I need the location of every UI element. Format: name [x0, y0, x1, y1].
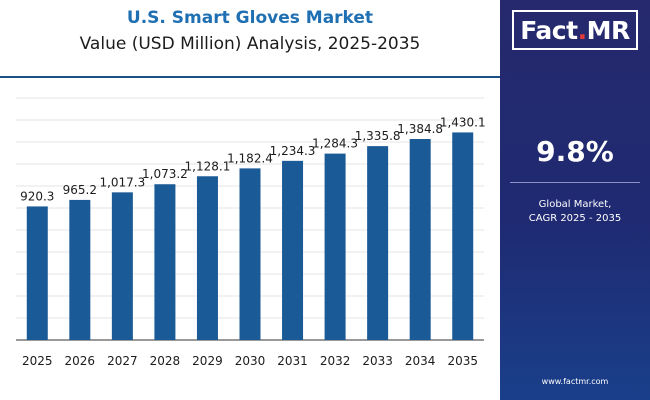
chart-title: U.S. Smart Gloves Market — [126, 8, 374, 28]
x-tick-label: 2025 — [22, 354, 53, 368]
x-tick-label: 2026 — [65, 354, 96, 368]
bar-2030 — [239, 168, 261, 340]
bar-2025 — [26, 206, 48, 340]
logo-dot: . — [577, 15, 588, 45]
cagr-value: 9.8% — [536, 135, 614, 168]
bar-2033 — [367, 146, 389, 340]
chart-subtitle: Value (USD Million) Analysis, 2025-2035 — [79, 34, 421, 54]
bar-chart: 920.3 2025 965.2 2026 1,017.3 2027 1,073.2 2028… — [16, 97, 486, 368]
bar-2034 — [409, 139, 431, 340]
logo-text-fact: Fact — [520, 15, 578, 45]
x-tick-label: 2033 — [362, 354, 393, 368]
x-tick-label: 2028 — [150, 354, 181, 368]
bar-value-label: 1,335.8 — [355, 129, 401, 143]
bar-2029 — [196, 176, 218, 340]
bar-value-label: 1,284.3 — [312, 137, 358, 151]
bar-2032 — [324, 153, 346, 340]
x-tick-label: 2027 — [107, 354, 138, 368]
x-tick-label: 2030 — [235, 354, 266, 368]
bar-value-label: 1,234.3 — [270, 144, 316, 158]
bar-value-label: 1,073.2 — [142, 167, 188, 181]
x-tick-label: 2032 — [320, 354, 351, 368]
bar-value-label: 1,430.1 — [440, 115, 486, 129]
cagr-label-line2: CAGR 2025 - 2035 — [528, 213, 622, 224]
bar-2028 — [154, 184, 176, 340]
x-tick-label: 2029 — [192, 354, 223, 368]
cagr-label-line1: Global Market, — [538, 199, 612, 210]
chart-area: U.S. Smart Gloves Market Value (USD Mill… — [0, 8, 500, 368]
bar-value-label: 1,182.4 — [227, 151, 273, 165]
side-panel: Fact. MR 9.8% Global Market, CAGR 2025 - … — [500, 0, 650, 400]
bar-2026 — [69, 199, 91, 340]
title-divider — [0, 76, 500, 78]
factmr-logo: Fact. MR — [512, 10, 638, 50]
logo-text-mr: MR — [586, 15, 631, 45]
bar-value-label: 965.2 — [63, 183, 97, 197]
bar-value-label: 920.3 — [20, 189, 54, 203]
bar-2031 — [282, 160, 304, 340]
bar-value-label: 1,128.1 — [185, 159, 231, 173]
x-tick-label: 2035 — [447, 354, 478, 368]
bar-value-label: 1,017.3 — [99, 175, 145, 189]
cagr-divider — [510, 182, 640, 183]
x-tick-label: 2034 — [405, 354, 436, 368]
bar-2035 — [452, 132, 474, 340]
website-link[interactable]: www.factmr.com — [541, 377, 609, 386]
bar-2027 — [111, 192, 133, 340]
bar-value-label: 1,384.8 — [397, 122, 443, 136]
x-tick-label: 2031 — [277, 354, 308, 368]
